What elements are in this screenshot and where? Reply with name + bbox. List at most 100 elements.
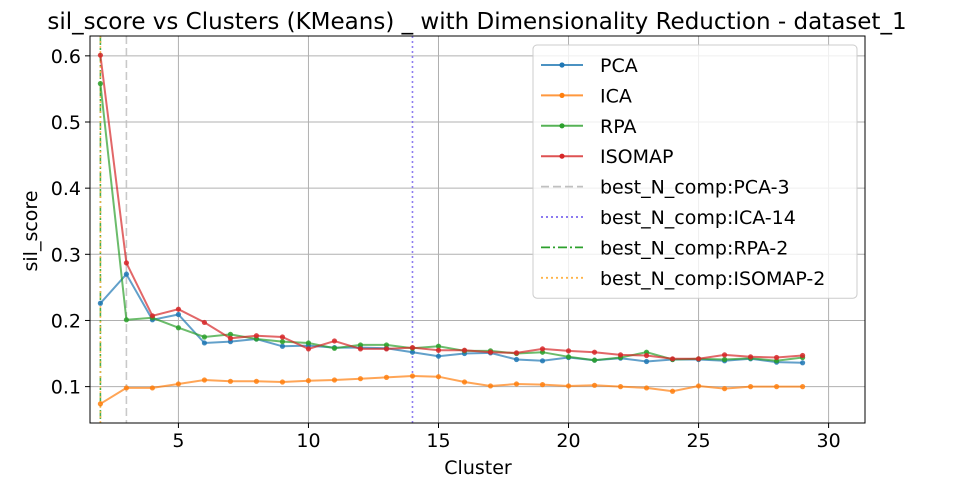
point-ica — [149, 385, 156, 391]
y-axis-ticks: 0.1 0.2 0.3 0.4 0.5 0.6 — [51, 46, 90, 399]
series-line-isomap — [99, 55, 803, 360]
point-pca — [97, 300, 104, 306]
point-ica — [201, 377, 208, 383]
x-tick-label: 10 — [296, 430, 320, 452]
legend-label: PCA — [600, 55, 638, 77]
plot-frame — [89, 35, 866, 424]
point-isomap — [539, 346, 546, 352]
series-line-ica — [99, 374, 803, 405]
legend-label: best_N_comp:PCA-3 — [600, 177, 790, 199]
point-isomap — [409, 344, 416, 351]
point-ica — [539, 382, 546, 388]
point-isomap — [799, 352, 806, 359]
point-isomap — [331, 338, 338, 344]
point-ica — [643, 385, 650, 391]
point-rpa — [357, 342, 364, 348]
best-component-lines — [99, 36, 414, 423]
point-ica — [97, 401, 104, 407]
point-pca — [279, 343, 286, 349]
point-isomap — [461, 347, 468, 353]
x-axis-label: Cluster — [444, 457, 512, 479]
point-isomap — [357, 346, 364, 352]
point-isomap — [747, 354, 754, 360]
point-ica — [435, 374, 442, 380]
point-isomap — [227, 335, 234, 341]
legend-label: best_N_comp:ICA-14 — [600, 207, 796, 229]
point-ica — [591, 382, 598, 388]
point-ica — [175, 381, 182, 387]
point-rpa — [721, 356, 728, 363]
y-axis-label: sil_score — [20, 190, 42, 271]
y-tick-label: 0.6 — [51, 46, 81, 68]
chart-title: sil_score vs Clusters (KMeans) _ with Di… — [47, 9, 906, 35]
y-tick-label: 0.2 — [51, 310, 81, 332]
point-isomap — [643, 352, 650, 359]
y-tick-label: 0.3 — [51, 244, 81, 266]
point-ica — [487, 383, 494, 389]
legend-box — [532, 44, 858, 299]
point-ica — [617, 384, 624, 390]
point-isomap — [201, 319, 208, 326]
point-isomap — [123, 260, 130, 266]
point-isomap — [565, 348, 572, 354]
point-isomap — [721, 352, 728, 358]
point-isomap — [773, 354, 780, 361]
point-ica — [721, 386, 728, 392]
point-ica — [123, 385, 130, 391]
point-rpa — [331, 345, 338, 351]
y-tick-label: 0.1 — [51, 377, 81, 399]
point-pca — [799, 360, 806, 366]
point-isomap — [149, 313, 156, 319]
y-tick-label: 0.5 — [51, 112, 81, 134]
point-isomap — [617, 352, 624, 358]
point-isomap — [253, 333, 260, 339]
x-tick-label: 5 — [172, 430, 184, 452]
point-pca — [539, 358, 546, 364]
point-rpa — [383, 342, 390, 348]
y-tick-label: 0.4 — [51, 178, 81, 200]
x-tick-label: 15 — [426, 430, 450, 452]
point-pca — [175, 311, 182, 318]
point-pca — [435, 353, 442, 359]
point-ica — [695, 383, 702, 389]
point-pca — [643, 358, 650, 365]
point-rpa — [279, 339, 286, 345]
x-tick-label: 20 — [556, 430, 580, 452]
legend-marker-rpa — [559, 123, 565, 129]
point-ica — [513, 381, 520, 387]
point-ica — [383, 374, 390, 380]
point-isomap — [435, 347, 442, 353]
point-ica — [565, 383, 572, 389]
point-isomap — [305, 346, 312, 352]
point-rpa — [565, 354, 572, 360]
x-tick-label: 30 — [816, 430, 840, 452]
point-isomap — [97, 52, 104, 58]
point-ica — [799, 384, 806, 390]
point-rpa — [123, 317, 130, 323]
point-isomap — [279, 334, 286, 340]
point-isomap — [669, 356, 676, 362]
legend-marker-ica — [559, 92, 565, 98]
point-pca — [201, 340, 208, 346]
point-rpa — [97, 81, 104, 87]
point-isomap — [513, 350, 520, 356]
legend-label: ICA — [600, 85, 632, 107]
legend-label: best_N_comp:ISOMAP-2 — [600, 268, 825, 290]
x-tick-label: 25 — [686, 430, 710, 452]
point-ica — [747, 384, 754, 390]
legend-label: RPA — [600, 116, 636, 138]
point-isomap — [383, 346, 390, 352]
point-isomap — [487, 349, 494, 355]
legend-marker-isomap — [559, 153, 565, 159]
point-ica — [461, 379, 468, 385]
point-rpa — [201, 334, 208, 340]
legend: PCA ICA RPA ISOMAP best_N_comp:PCA-3 best_N_c… — [532, 44, 858, 299]
point-ica — [773, 384, 780, 390]
legend-label: ISOMAP — [600, 146, 673, 168]
point-rpa — [591, 357, 598, 363]
point-rpa — [305, 340, 312, 346]
point-rpa — [435, 343, 442, 349]
point-ica — [331, 377, 338, 383]
point-isomap — [175, 306, 182, 312]
